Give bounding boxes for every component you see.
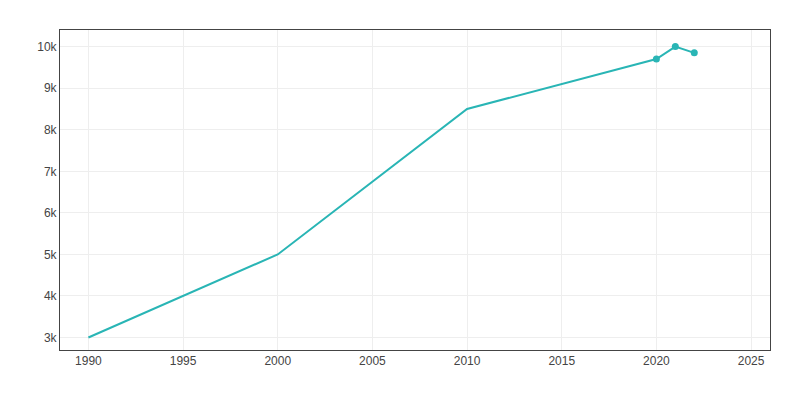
svg-text:3k: 3k (44, 331, 58, 345)
svg-text:1995: 1995 (170, 354, 197, 368)
svg-text:2025: 2025 (738, 354, 765, 368)
svg-text:2010: 2010 (454, 354, 481, 368)
svg-text:5k: 5k (44, 248, 58, 262)
svg-text:1990: 1990 (75, 354, 102, 368)
svg-text:9k: 9k (44, 81, 58, 95)
svg-text:2015: 2015 (548, 354, 575, 368)
svg-text:2020: 2020 (643, 354, 670, 368)
svg-text:6k: 6k (44, 206, 58, 220)
svg-text:2005: 2005 (359, 354, 386, 368)
svg-text:2000: 2000 (264, 354, 291, 368)
svg-text:10k: 10k (37, 40, 57, 54)
svg-text:8k: 8k (44, 123, 58, 137)
svg-text:7k: 7k (44, 165, 58, 179)
svg-text:4k: 4k (44, 289, 58, 303)
